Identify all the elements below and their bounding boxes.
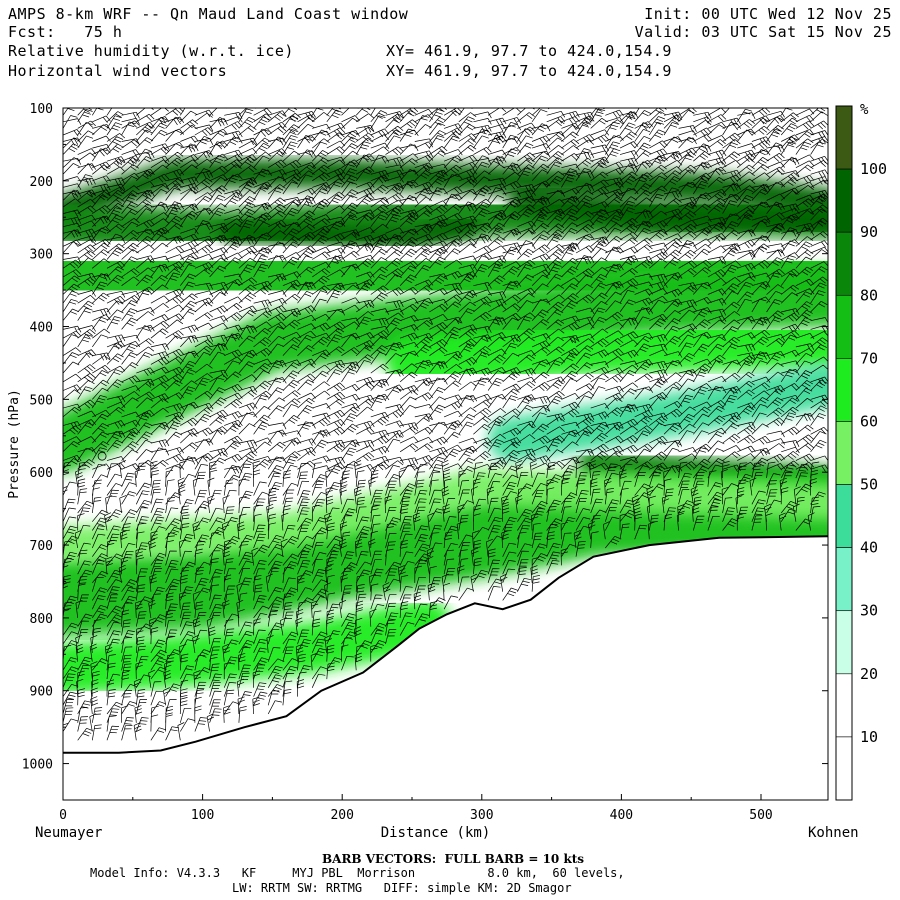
x-start-label: Neumayer xyxy=(35,825,102,841)
valid-time: Valid: 03 UTC Sat 15 Nov 25 xyxy=(634,23,892,41)
colorbar-swatch xyxy=(835,168,853,233)
colorbar-label: 70 xyxy=(860,349,878,367)
colorbar-unit: % xyxy=(860,102,869,118)
colorbar-label: 100 xyxy=(860,160,887,178)
wind-barb-field xyxy=(63,108,828,741)
y-tick-label: 200 xyxy=(30,175,53,190)
colorbar-frame xyxy=(835,105,853,801)
colorbar-label: 10 xyxy=(860,728,878,746)
colorbar-label: 30 xyxy=(860,602,878,620)
y-tick-label: 500 xyxy=(30,393,53,408)
colorbar-label: 90 xyxy=(860,223,878,241)
colorbar-label: 20 xyxy=(860,665,878,683)
barb-note: BARB VECTORS: FULL BARB = 10 kts xyxy=(322,852,585,866)
terrain-surface-line xyxy=(63,535,828,754)
model-info-line-2: LW: RRTM SW: RRTMG DIFF: simple KM: 2D S… xyxy=(232,881,572,895)
x-tick-label: 500 xyxy=(749,808,772,823)
y-tick-label: 300 xyxy=(30,248,53,263)
colorbar-swatch xyxy=(835,736,853,801)
y-tick-label: 100 xyxy=(30,102,53,117)
y-tick-label: 800 xyxy=(30,612,53,627)
calm-wind-circle xyxy=(97,451,107,461)
y-axis-label: Pressure (hPa) xyxy=(7,389,22,499)
x-tick-label: 0 xyxy=(59,808,67,823)
colorbar-label: 40 xyxy=(860,539,878,557)
colorbar-swatch xyxy=(835,231,853,296)
colorbar-swatch xyxy=(835,294,853,359)
axes: 100 200 300 400 500 600 700 800 900 1000 0 100 200 30… xyxy=(7,102,859,841)
colorbar-swatch xyxy=(835,105,853,170)
y-tick-label: 900 xyxy=(30,685,53,700)
model-info-line-1: Model Info: V4.3.3 KF MYJ PBL Morrison 8… xyxy=(90,866,625,880)
terrain-mask xyxy=(63,536,828,800)
x-tick-label: 300 xyxy=(470,808,493,823)
colorbar-label: 50 xyxy=(860,476,878,494)
x-end-label: Kohnen xyxy=(808,825,859,841)
rh-band-3 xyxy=(509,184,828,236)
colorbar-label: 60 xyxy=(860,412,878,430)
cross-section-coords-2: XY= 461.9, 97.7 to 424.0,154.9 xyxy=(386,62,672,80)
colorbar-swatch xyxy=(835,421,853,485)
x-axis-label: Distance (km) xyxy=(381,825,491,841)
field-label-wind: Horizontal wind vectors xyxy=(8,62,228,80)
colorbar-swatch xyxy=(835,673,853,738)
chart-title: AMPS 8-km WRF -- Qn Maud Land Coast wind… xyxy=(8,5,409,23)
colorbar-label: 80 xyxy=(860,286,878,304)
colorbar-swatch xyxy=(835,484,853,548)
colorbar-swatch xyxy=(835,358,853,422)
colorbar-swatch xyxy=(835,547,853,612)
colorbar-swatch xyxy=(835,610,853,675)
rh-band-12 xyxy=(63,599,452,695)
colorbar: 10 20 30 40 50 60 70 80 90 100% xyxy=(835,102,887,801)
terrain xyxy=(63,535,828,800)
rh-band-5 xyxy=(63,268,828,473)
cross-section-coords-1: XY= 461.9, 97.7 to 424.0,154.9 xyxy=(386,42,672,60)
y-tick-label: 600 xyxy=(30,466,53,481)
x-tick-label: 200 xyxy=(330,808,353,823)
field-label-rh: Relative humidity (w.r.t. ice) xyxy=(8,42,294,60)
init-time: Init: 00 UTC Wed 12 Nov 25 xyxy=(644,5,892,23)
y-tick-label: 1000 xyxy=(22,758,53,773)
x-tick-label: 400 xyxy=(610,808,633,823)
x-tick-label: 100 xyxy=(191,808,214,823)
wind-barbs xyxy=(63,108,828,741)
plot-frame xyxy=(62,107,829,801)
y-tick-label: 400 xyxy=(30,321,53,336)
forecast-hour: Fcst: 75 h xyxy=(8,23,123,41)
rh-band-11 xyxy=(63,468,828,564)
y-tick-label: 700 xyxy=(30,539,53,554)
